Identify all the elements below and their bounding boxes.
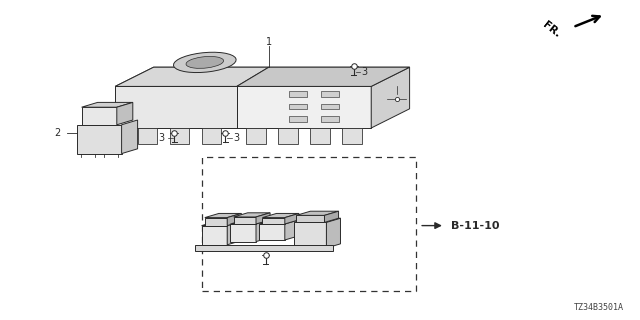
Polygon shape bbox=[116, 102, 133, 125]
Text: 2: 2 bbox=[54, 128, 61, 138]
Polygon shape bbox=[82, 102, 133, 107]
Polygon shape bbox=[326, 218, 340, 248]
Polygon shape bbox=[234, 213, 270, 217]
Polygon shape bbox=[170, 128, 189, 144]
Bar bbox=[289, 104, 307, 109]
Polygon shape bbox=[237, 67, 410, 86]
Polygon shape bbox=[202, 221, 241, 226]
Polygon shape bbox=[256, 220, 270, 242]
Polygon shape bbox=[77, 125, 122, 154]
Polygon shape bbox=[138, 128, 157, 144]
Polygon shape bbox=[202, 226, 227, 245]
Polygon shape bbox=[115, 67, 269, 86]
Text: B-11-10: B-11-10 bbox=[451, 220, 500, 231]
Polygon shape bbox=[115, 86, 371, 128]
Polygon shape bbox=[230, 224, 256, 242]
Polygon shape bbox=[262, 218, 285, 224]
Bar bbox=[289, 91, 307, 97]
Ellipse shape bbox=[173, 52, 236, 73]
Polygon shape bbox=[294, 218, 340, 222]
Polygon shape bbox=[234, 217, 256, 224]
Polygon shape bbox=[259, 220, 299, 224]
Text: 3: 3 bbox=[362, 67, 368, 77]
Polygon shape bbox=[227, 213, 241, 226]
Polygon shape bbox=[122, 120, 138, 154]
Text: 3: 3 bbox=[234, 132, 240, 143]
Bar bbox=[289, 116, 307, 122]
Polygon shape bbox=[246, 128, 266, 144]
Bar bbox=[202, 157, 416, 291]
Text: TZ34B3501A: TZ34B3501A bbox=[574, 303, 624, 312]
Polygon shape bbox=[371, 67, 410, 128]
Polygon shape bbox=[278, 128, 298, 144]
Polygon shape bbox=[227, 221, 241, 245]
Ellipse shape bbox=[186, 56, 223, 68]
Polygon shape bbox=[296, 215, 324, 222]
Text: 1: 1 bbox=[266, 36, 272, 47]
Bar bbox=[321, 91, 339, 97]
Polygon shape bbox=[230, 220, 270, 224]
Polygon shape bbox=[82, 107, 116, 125]
Polygon shape bbox=[262, 213, 299, 218]
Polygon shape bbox=[195, 245, 333, 251]
Polygon shape bbox=[83, 106, 115, 118]
Polygon shape bbox=[342, 128, 362, 144]
Polygon shape bbox=[256, 213, 270, 224]
Polygon shape bbox=[296, 211, 339, 215]
Polygon shape bbox=[259, 224, 285, 240]
Polygon shape bbox=[205, 213, 241, 218]
Polygon shape bbox=[310, 128, 330, 144]
Polygon shape bbox=[285, 220, 299, 240]
Polygon shape bbox=[202, 128, 221, 144]
Polygon shape bbox=[324, 211, 339, 222]
Polygon shape bbox=[285, 213, 299, 224]
Text: FR.: FR. bbox=[541, 20, 562, 39]
Polygon shape bbox=[205, 218, 227, 226]
Polygon shape bbox=[115, 67, 410, 86]
Polygon shape bbox=[294, 222, 326, 248]
Bar bbox=[321, 116, 339, 122]
Polygon shape bbox=[115, 86, 237, 128]
Bar bbox=[321, 104, 339, 109]
Text: 3: 3 bbox=[158, 132, 164, 143]
